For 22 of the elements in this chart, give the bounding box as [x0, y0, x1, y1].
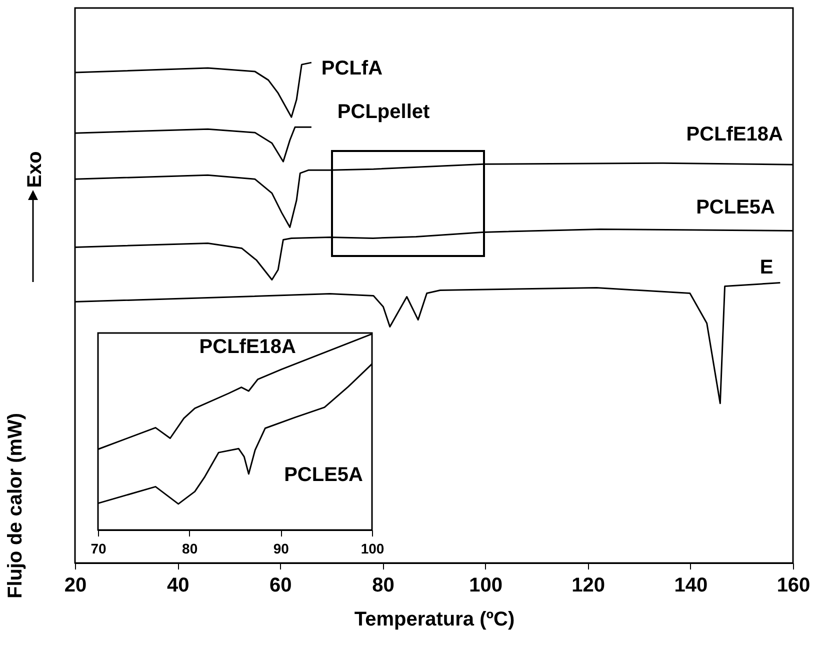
- x-tick-label: 100: [469, 574, 502, 596]
- x-tick-label: 80: [182, 540, 198, 556]
- x-tick-label: 120: [572, 574, 606, 596]
- text: Exo: [24, 151, 47, 188]
- x-tick-label: 140: [674, 574, 708, 596]
- series-label: PCLfA: [321, 58, 383, 80]
- x-tick-label: 100: [360, 540, 384, 556]
- series-label: PCLfE18A: [686, 124, 783, 146]
- x-tick-label: 40: [166, 574, 190, 596]
- series-label: PCLfE18A: [199, 336, 296, 358]
- x-axis-title: Temperatura (ºC): [354, 608, 515, 630]
- y-axis-title: Flujo de calor (mW): [4, 412, 26, 598]
- series-label: PCLpellet: [337, 101, 430, 124]
- x-tick-label: 90: [273, 540, 290, 556]
- x-tick-label: 70: [90, 540, 106, 556]
- x-tick-label: 80: [372, 574, 394, 596]
- series-label: PCLE5A: [284, 464, 363, 486]
- series-label: PCLE5A: [696, 196, 775, 219]
- series-label: E: [760, 256, 774, 279]
- x-tick-label: 60: [270, 574, 292, 596]
- x-tick-label: 20: [64, 574, 87, 596]
- x-tick-label: 160: [776, 574, 810, 596]
